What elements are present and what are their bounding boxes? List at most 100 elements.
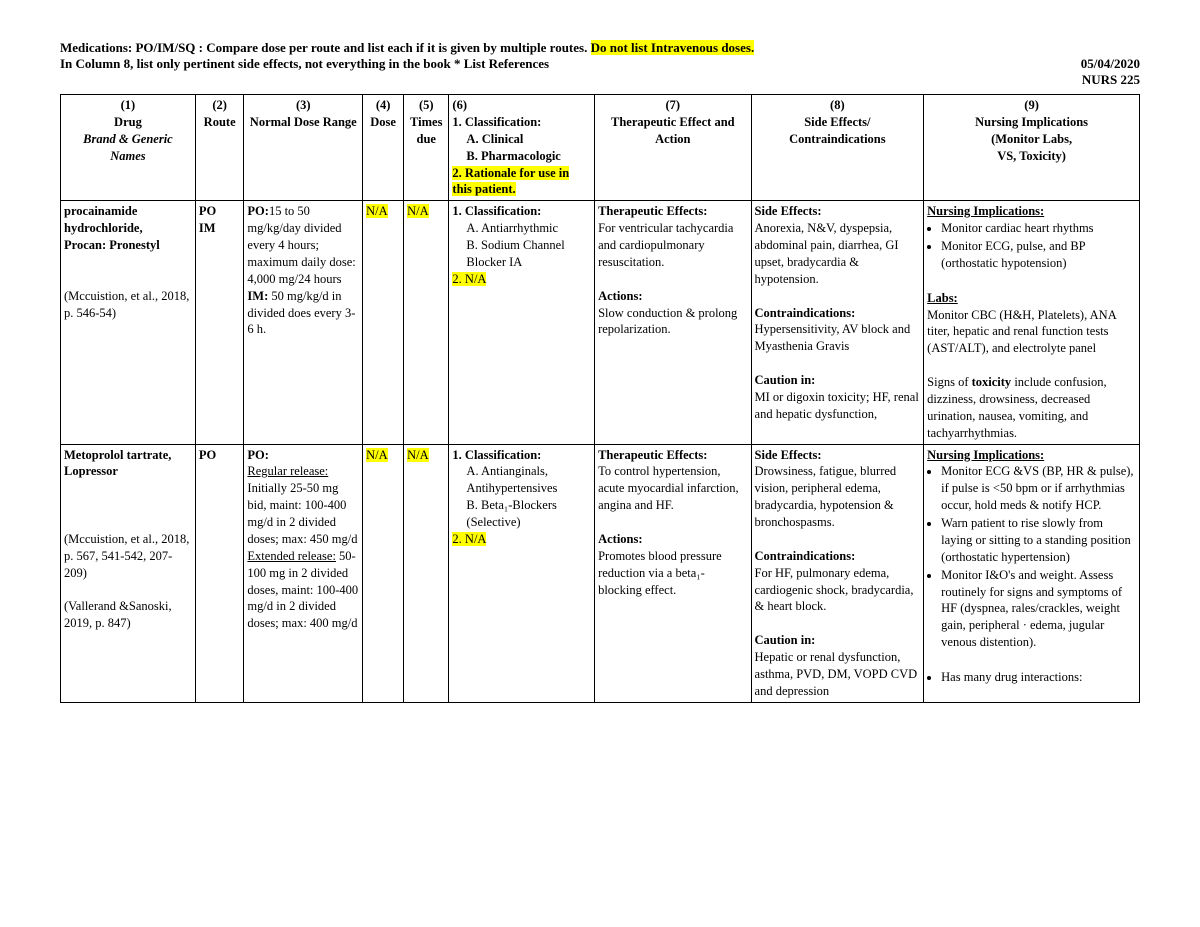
drug-name: procainamide hydrochloride, — [64, 204, 143, 235]
actions-body: Slow conduction & prolong repolarization… — [598, 306, 737, 337]
col-sublabel: Brand & Generic Names — [64, 131, 192, 165]
route-po: PO — [199, 204, 216, 218]
cell-therapeutic: Therapeutic Effects: To control hyperten… — [595, 444, 751, 702]
ni-item: Warn patient to rise slowly from laying … — [941, 515, 1136, 566]
header-line-1: Medications: PO/IM/SQ : Compare dose per… — [60, 40, 1140, 56]
class-b: B. Sodium Channel Blocker IA — [452, 237, 591, 271]
col-num: (1) — [64, 97, 192, 114]
cell-normal-dose: PO: Regular release: Initially 25-50 mg … — [244, 444, 363, 702]
header-prefix: Medications: PO/IM/SQ : Compare dose per… — [60, 40, 591, 55]
ni-header: Nursing Implications: — [927, 204, 1044, 218]
ni-item: Has many drug interactions: — [941, 669, 1136, 686]
col-header-3: (3) Normal Dose Range — [244, 95, 363, 201]
col-label: Dose — [366, 114, 400, 131]
cell-nursing: Nursing Implications: Monitor ECG &VS (B… — [924, 444, 1140, 702]
col-sublabel2: VS, Toxicity) — [927, 148, 1136, 165]
header-date: 05/04/2020 — [1081, 56, 1140, 72]
ni-list: Monitor ECG &VS (BP, HR & pulse), if pul… — [927, 463, 1136, 651]
dose-po-label: PO: — [247, 448, 269, 462]
ni-item: Monitor ECG &VS (BP, HR & pulse), if pul… — [941, 463, 1136, 514]
actions-header: Actions: — [598, 289, 642, 303]
class-b: B. Beta₁-Blockers (Selective) — [452, 497, 591, 531]
cell-classification: 1. Classification: A. Antianginals, Anti… — [449, 444, 595, 702]
col-header-6: (6) 1. Classification: A. Clinical B. Ph… — [449, 95, 595, 201]
col-label: Therapeutic Effect and Action — [598, 114, 747, 148]
col-label: Side Effects/ Contraindications — [755, 114, 921, 148]
se-body: Anorexia, N&V, dyspepsia, abdominal pain… — [755, 221, 899, 286]
ci-header: Contraindications: — [755, 306, 856, 320]
ci-body: For HF, pulmonary edema, cardiogenic sho… — [755, 566, 914, 614]
class-rationale: 2. N/A — [452, 272, 486, 286]
cell-therapeutic: Therapeutic Effects: For ventricular tac… — [595, 201, 751, 444]
cell-nursing: Nursing Implications: Monitor cardiac he… — [924, 201, 1140, 444]
caution-body: MI or digoxin toxicity; HF, renal and he… — [755, 390, 919, 421]
cell-times: N/A — [404, 201, 449, 444]
col-num: (3) — [247, 97, 359, 114]
cell-dose: N/A — [363, 444, 404, 702]
medication-table: (1) Drug Brand & Generic Names (2) Route… — [60, 94, 1140, 703]
drug-name: Metoprolol tartrate, Lopressor — [64, 448, 171, 479]
dose-po-label: PO: — [247, 204, 269, 218]
header-course: NURS 225 — [60, 72, 1140, 88]
cell-side-effects: Side Effects: Drowsiness, fatigue, blurr… — [751, 444, 924, 702]
route-po: PO — [199, 448, 216, 462]
col-num: (2) — [199, 97, 241, 114]
cell-drug: Metoprolol tartrate, Lopressor (Mccuisti… — [61, 444, 196, 702]
col-label: Normal Dose Range — [247, 114, 359, 131]
cell-route: PO — [195, 444, 244, 702]
te-body: To control hypertension, acute myocardia… — [598, 464, 739, 512]
col-header-2: (2) Route — [195, 95, 244, 201]
document-header: Medications: PO/IM/SQ : Compare dose per… — [60, 40, 1140, 88]
extended-release-label: Extended release: — [247, 549, 336, 563]
cell-route: PO IM — [195, 201, 244, 444]
col-num: (9) — [927, 97, 1136, 114]
times-na: N/A — [407, 448, 429, 462]
col-num: (5) — [407, 97, 445, 114]
ni-item: Monitor cardiac heart rhythms — [941, 220, 1136, 237]
tox-bold: toxicity — [972, 375, 1012, 389]
labs-header: Labs: — [927, 291, 958, 305]
col-label: Nursing Implications — [927, 114, 1136, 131]
col-num: (6) — [452, 97, 591, 114]
cell-drug: procainamide hydrochloride, Procan: Pron… — [61, 201, 196, 444]
dose-na: N/A — [366, 204, 388, 218]
te-header: Therapeutic Effects: — [598, 204, 707, 218]
class-rationale: 2. N/A — [452, 532, 486, 546]
se-header: Side Effects: — [755, 448, 822, 462]
te-header: Therapeutic Effects: — [598, 448, 707, 462]
ni-item: Monitor I&O's and weight. Assess routine… — [941, 567, 1136, 651]
actions-body: Promotes blood pressure reduction via a … — [598, 549, 722, 597]
cell-side-effects: Side Effects: Anorexia, N&V, dyspepsia, … — [751, 201, 924, 444]
regular-release-body: Initially 25-50 mg bid, maint: 100-400 m… — [247, 481, 357, 546]
class-a: A. Antiarrhythmic — [452, 220, 591, 237]
ni-list-extra: Has many drug interactions: — [927, 669, 1136, 686]
drug-reference: (Mccuistion, et al., 2018, p. 546-54) — [64, 289, 189, 320]
class-a: A. Antianginals, Antihypertensives — [452, 463, 591, 497]
col-header-9: (9) Nursing Implications (Monitor Labs, … — [924, 95, 1140, 201]
se-body: Drowsiness, fatigue, blurred vision, per… — [755, 464, 897, 529]
cell-dose: N/A — [363, 201, 404, 444]
col-sublabel: (Monitor Labs, — [927, 131, 1136, 148]
route-im: IM — [199, 221, 216, 235]
ci-header: Contraindications: — [755, 549, 856, 563]
drug-reference: (Mccuistion, et al., 2018, p. 567, 541-5… — [64, 532, 189, 580]
col-header-4: (4) Dose — [363, 95, 404, 201]
header-left: In Column 8, list only pertinent side ef… — [60, 56, 549, 72]
se-header: Side Effects: — [755, 204, 822, 218]
col-label: Drug — [64, 114, 192, 131]
te-body: For ventricular tachycardia and cardiopu… — [598, 221, 733, 269]
times-na: N/A — [407, 204, 429, 218]
header-line-2: In Column 8, list only pertinent side ef… — [60, 56, 1140, 72]
col-header-1: (1) Drug Brand & Generic Names — [61, 95, 196, 201]
drug-brand: Procan: Pronestyl — [64, 238, 160, 252]
ni-list: Monitor cardiac heart rhythms Monitor EC… — [927, 220, 1136, 272]
labs-body: Monitor CBC (H&H, Platelets), ANA titer,… — [927, 308, 1116, 356]
col-label: Times due — [407, 114, 445, 148]
class-header: 1. Classification: — [452, 204, 541, 218]
ni-header: Nursing Implications: — [927, 448, 1044, 462]
col-label: Route — [199, 114, 241, 131]
ni-item: Monitor ECG, pulse, and BP (orthostatic … — [941, 238, 1136, 272]
actions-header: Actions: — [598, 532, 642, 546]
caution-body: Hepatic or renal dysfunction, asthma, PV… — [755, 650, 918, 698]
ci-body: Hypersensitivity, AV block and Myastheni… — [755, 322, 911, 353]
